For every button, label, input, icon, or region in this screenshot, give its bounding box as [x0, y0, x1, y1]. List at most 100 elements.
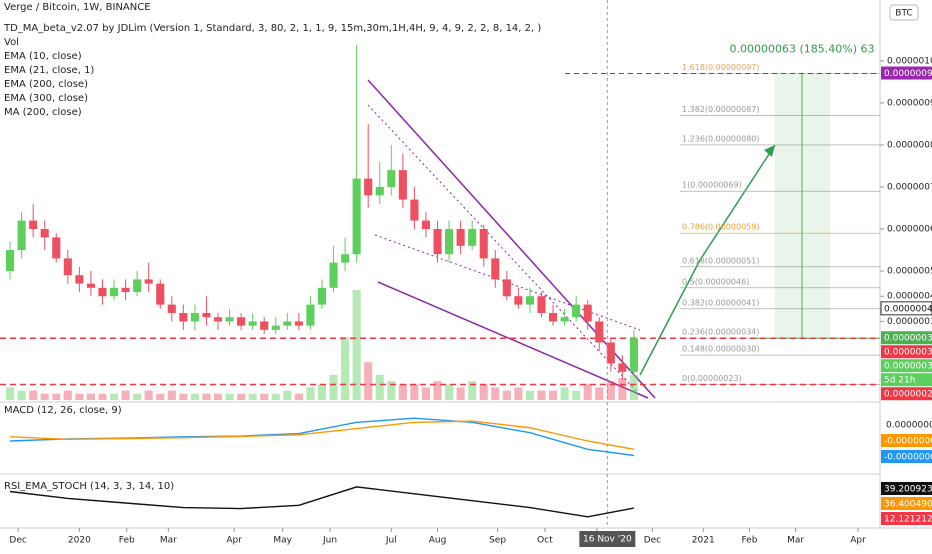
candle-body [294, 321, 303, 326]
candle-body [375, 186, 384, 196]
volume-bar [40, 393, 49, 400]
indicator-label: EMA (300, close) [4, 93, 88, 104]
x-tick-label: May [273, 536, 292, 546]
chart-title: Verge / Bitcoin, 1W, BINANCE [4, 2, 151, 13]
countdown-badge [881, 373, 932, 387]
channel-dotted [367, 104, 641, 396]
rsi-badge [881, 482, 932, 495]
candle-body [549, 313, 558, 322]
volume-bar [133, 393, 142, 400]
volume-bar [387, 381, 396, 400]
y-tick-label: 0.00000100 [887, 56, 932, 66]
y-tick-label: 0.00000044 [887, 292, 932, 302]
volume-bar [618, 378, 627, 400]
volume-bar [167, 390, 176, 400]
channel-line [377, 281, 649, 399]
volume-bar [86, 393, 95, 400]
candle-body [445, 228, 454, 255]
volume-bar [6, 387, 15, 400]
price-badge-label: 0.00000030 [884, 362, 932, 372]
rsi-label: RSI_EMA_STOCH (14, 3, 3, 14, 10) [4, 481, 174, 492]
countdown: 5d 21h [884, 376, 915, 386]
macd-tick: 0.00000002 [886, 421, 932, 431]
x-tick-label: Mar [160, 536, 177, 546]
candle-body [248, 321, 257, 326]
currency-badge [889, 4, 919, 21]
candle-body [29, 220, 38, 229]
volume-bar [410, 384, 419, 400]
x-tick-label: Jul [385, 536, 397, 546]
price-badge-label: 0.00000023 [884, 390, 932, 400]
candle-body [260, 321, 269, 330]
x-tick-label: Dec [644, 536, 661, 546]
candle-body [456, 228, 465, 246]
fib-label: 0.5(0.00000046) [682, 277, 749, 286]
volume-bar [537, 390, 546, 400]
indicator-label: EMA (21, close, 1) [4, 65, 94, 76]
fib-label: 1(0.00000069) [682, 181, 742, 190]
indicator-label: Vol [4, 37, 19, 48]
price-badge [880, 301, 932, 316]
rsi-tick: 39.20092387 [884, 485, 932, 495]
x-tick-label: Feb [119, 536, 135, 546]
x-tick-label: 2020 [68, 536, 91, 546]
volume-bar [456, 387, 465, 400]
volume-bar [98, 393, 107, 400]
candle-body [237, 317, 246, 326]
volume-bar [237, 393, 246, 400]
rsi-badge [881, 512, 932, 525]
volume-bar [17, 390, 26, 400]
candle-body [514, 296, 523, 305]
volume-bar [421, 387, 431, 400]
candle-body [341, 254, 350, 263]
candle-body [167, 304, 176, 314]
fib-label: 0.786(0.00000059) [682, 223, 760, 232]
volume-bar [109, 393, 119, 400]
price-badge-label: 0.00000034 [884, 348, 932, 358]
rsi-tick: 36.40049073 [884, 500, 932, 510]
crosshair-badge [579, 531, 636, 547]
volume-bar [479, 384, 488, 400]
candle-body [583, 304, 592, 322]
candle-body [75, 275, 84, 284]
y-tick-label: 0.00000080 [887, 140, 932, 150]
fib-label: 1.618(0.00000097) [682, 63, 760, 72]
volume-bar [260, 393, 269, 400]
candle-body [537, 296, 546, 314]
volume-bar [491, 387, 500, 400]
candle-body [52, 237, 61, 259]
price-badge [881, 345, 932, 359]
fib-label: 0.382(0.00000041) [682, 298, 760, 307]
price-badge-label: 0.00000041 [884, 304, 932, 314]
price-badge [881, 387, 932, 401]
indicator-label: TD_MA_beta_v2.07 by JDLim (Version 1, St… [3, 23, 541, 34]
fib-label: 0(0.00000023) [682, 374, 742, 383]
volume-bar [583, 384, 592, 400]
volume-bar [629, 374, 638, 400]
candle-body [352, 178, 361, 255]
price-badge [881, 331, 932, 345]
y-tick-label: 0.00000038 [887, 317, 932, 327]
candle-body [629, 338, 638, 372]
crosshair-label: 16 Nov '20 [583, 535, 632, 545]
currency: BTC [895, 9, 912, 19]
rsi-badge [881, 497, 932, 510]
volume-bar [433, 381, 442, 400]
candle-body [109, 287, 119, 297]
macd-label: MACD (12, 26, close, 9) [4, 405, 122, 416]
volume-bar [375, 374, 384, 400]
candle-body [433, 228, 442, 255]
macd-tick: -0.00000007 [884, 453, 932, 463]
x-tick-label: Mar [787, 536, 804, 546]
fib-label: 1.382(0.00000087) [682, 105, 760, 114]
price-badge [881, 66, 932, 80]
candle-body [86, 283, 95, 288]
indicator-label: EMA (200, close) [4, 79, 88, 90]
candle-body [133, 279, 142, 293]
y-tick-label: 0.00000060 [887, 224, 932, 234]
volume-bar [121, 390, 130, 400]
y-tick-label: 0.00000050 [887, 267, 932, 277]
candle-body [190, 313, 199, 322]
volume-bar [525, 390, 534, 400]
